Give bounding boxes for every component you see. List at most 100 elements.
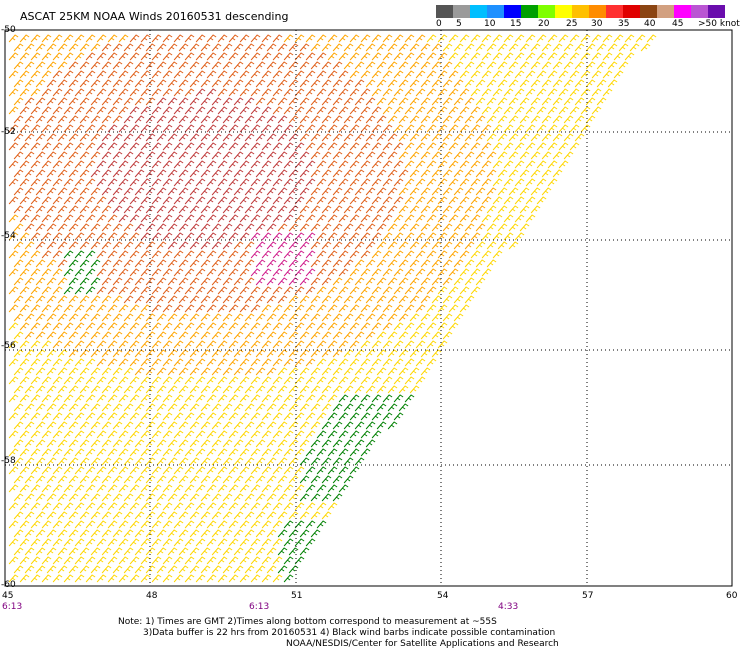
wind-barb	[233, 565, 244, 574]
wind-barb	[118, 358, 129, 367]
wind-barb	[184, 106, 195, 115]
wind-barb	[52, 88, 63, 97]
wind-barb	[327, 70, 338, 79]
wind-barb	[57, 187, 68, 196]
wind-barb	[382, 142, 393, 151]
wind-barb	[156, 187, 167, 196]
wind-barb	[288, 115, 299, 124]
wind-barb	[453, 259, 464, 268]
wind-barb	[558, 70, 569, 79]
wind-barb	[453, 79, 464, 88]
color-scale-bar	[436, 5, 736, 18]
wind-barb	[184, 574, 195, 583]
wind-barb	[145, 187, 156, 196]
wind-barb	[211, 187, 222, 196]
wind-barb	[360, 304, 371, 313]
wind-barb	[426, 358, 437, 367]
wind-barb	[239, 34, 250, 43]
wind-barb	[156, 313, 167, 322]
wind-barb	[299, 277, 310, 286]
wind-barb	[189, 259, 200, 268]
wind-barb	[283, 34, 294, 43]
wind-barb	[288, 259, 299, 268]
wind-barb	[277, 349, 288, 358]
wind-barb	[514, 52, 525, 61]
wind-barb	[464, 79, 475, 88]
wind-barb	[514, 232, 525, 241]
wind-barb	[211, 79, 222, 88]
wind-barb	[8, 538, 19, 547]
wind-barb	[277, 457, 288, 466]
wind-barb	[178, 367, 189, 376]
wind-barb	[13, 295, 24, 304]
wind-barb	[360, 430, 371, 439]
wind-barb	[481, 34, 492, 43]
wind-barb	[63, 52, 74, 61]
wind-barb	[96, 160, 107, 169]
wind-barb	[156, 277, 167, 286]
wind-barb	[310, 385, 321, 394]
color-swatch	[487, 5, 504, 18]
wind-barb	[173, 268, 184, 277]
wind-barb	[272, 142, 283, 151]
color-scale-label: 0	[436, 19, 442, 29]
wind-barb	[349, 160, 360, 169]
wind-barb	[486, 115, 497, 124]
wind-barb	[145, 97, 156, 106]
wind-barb	[206, 286, 217, 295]
wind-barb	[167, 349, 178, 358]
wind-barb	[431, 115, 442, 124]
wind-barb	[448, 196, 459, 205]
wind-barb	[206, 196, 217, 205]
wind-barb	[404, 286, 415, 295]
wind-barb	[481, 250, 492, 259]
wind-barb	[184, 124, 195, 133]
wind-barb	[244, 187, 255, 196]
wind-barb	[35, 439, 46, 448]
wind-barb	[404, 178, 415, 187]
wind-barb	[217, 142, 228, 151]
wind-barb	[349, 178, 360, 187]
wind-barb	[13, 367, 24, 376]
wind-barb	[431, 169, 442, 178]
wind-barb	[74, 520, 85, 529]
wind-barb	[85, 232, 96, 241]
wind-barb	[481, 196, 492, 205]
wind-barb	[431, 313, 442, 322]
wind-barb	[299, 115, 310, 124]
wind-barb	[228, 538, 239, 547]
wind-barb	[299, 97, 310, 106]
wind-barb	[382, 412, 393, 421]
wind-barb	[101, 259, 112, 268]
wind-barb	[294, 34, 305, 43]
wind-barb	[299, 43, 310, 52]
wind-barb	[420, 187, 431, 196]
wind-barb	[57, 259, 68, 268]
wind-barb	[591, 52, 602, 61]
wind-barb	[519, 151, 530, 160]
wind-barb	[442, 295, 453, 304]
wind-barb	[156, 169, 167, 178]
wind-barb	[420, 277, 431, 286]
wind-barb	[382, 196, 393, 205]
wind-barb	[74, 52, 85, 61]
wind-barbs-layer	[8, 34, 657, 583]
wind-barb	[448, 160, 459, 169]
pass-time-label: 6:13	[2, 602, 23, 612]
wind-barb	[448, 214, 459, 223]
wind-barb	[239, 520, 250, 529]
wind-barb	[63, 430, 74, 439]
wind-barb	[464, 223, 475, 232]
wind-barb	[305, 268, 316, 277]
wind-barb	[96, 412, 107, 421]
wind-barb	[134, 475, 145, 484]
wind-barb	[129, 520, 140, 529]
wind-barb	[178, 295, 189, 304]
wind-barb	[151, 160, 162, 169]
wind-barb	[420, 295, 431, 304]
wind-barb	[371, 430, 382, 439]
wind-barb	[46, 277, 57, 286]
wind-barb	[30, 160, 41, 169]
wind-barb	[360, 448, 371, 457]
wind-barb	[453, 205, 464, 214]
